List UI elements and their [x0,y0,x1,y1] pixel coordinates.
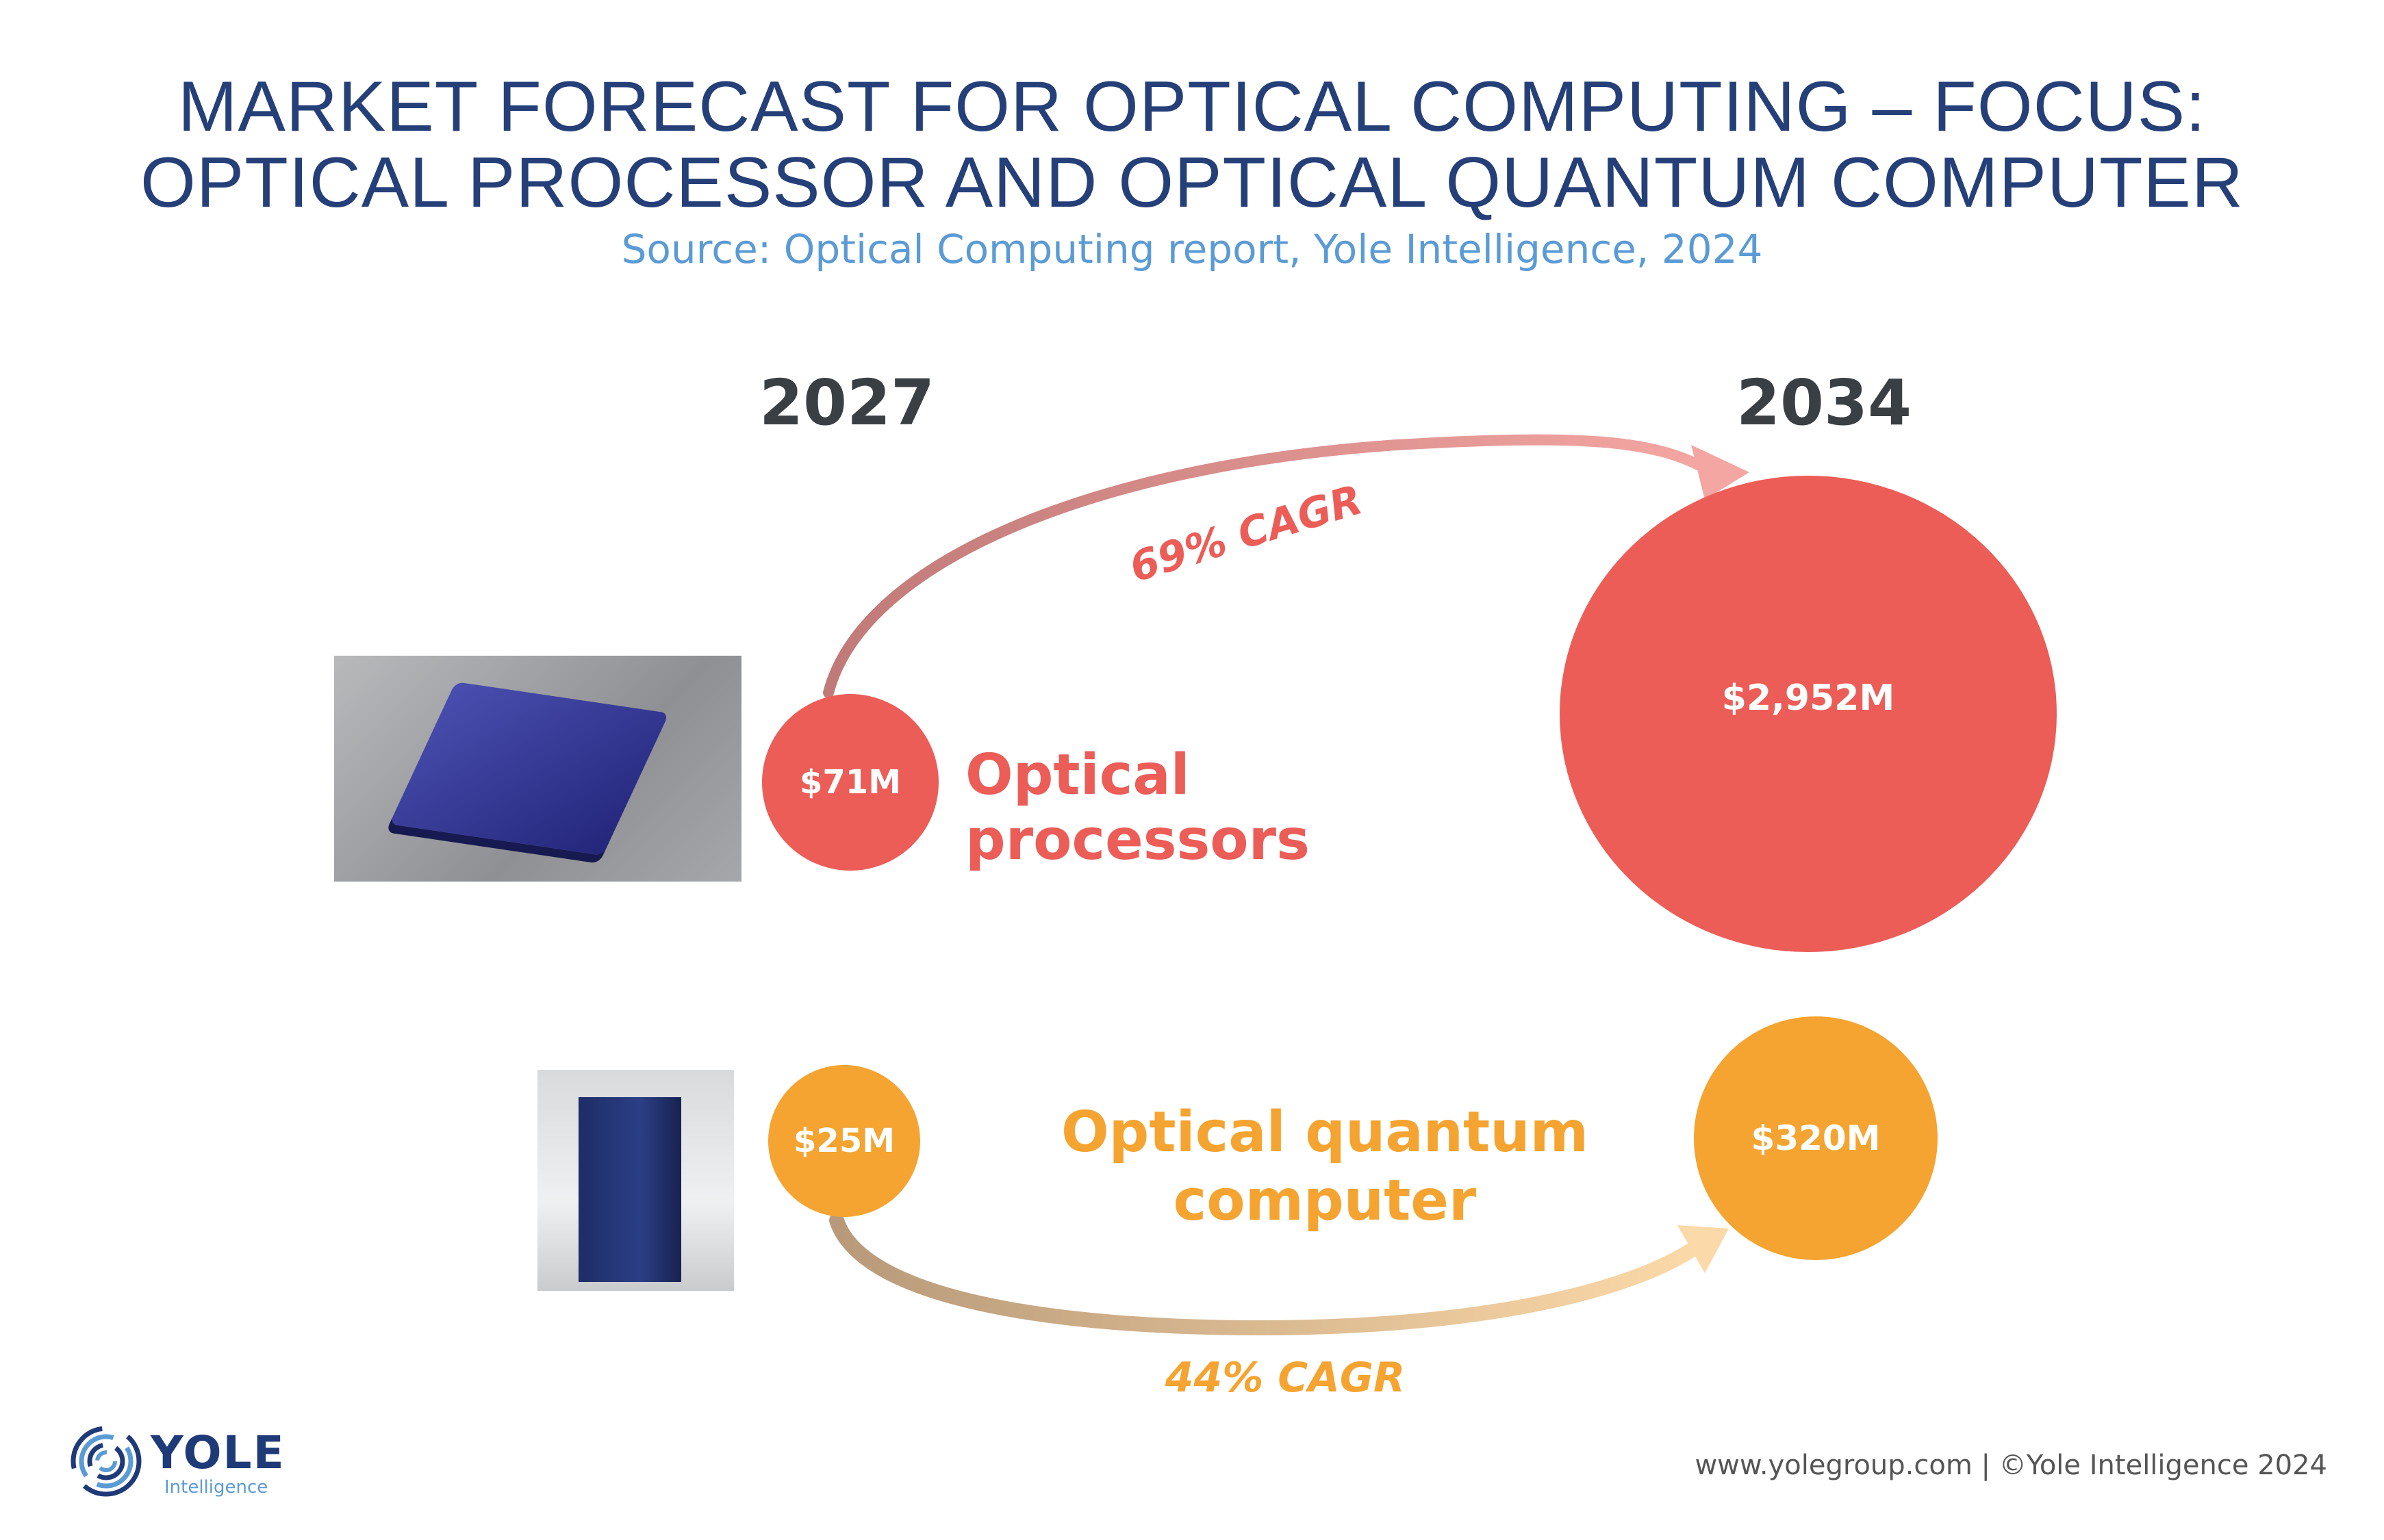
yole-rings-icon [71,1426,142,1497]
logo-sub: Intelligence [164,1477,268,1498]
title-line-1: MARKET FORECAST FOR OPTICAL COMPUTING – … [177,67,2207,146]
processor-arrow-head [1691,445,1749,500]
source-note: Source: Optical Computing report, Yole I… [621,226,1763,272]
quantum-2027-bubble: $25M [768,1065,920,1217]
quantum-label-line-1: Optical quantum [1061,1100,1589,1165]
optical-quantum-computer-photo [537,1070,734,1291]
yole-logo: YOLE Intelligence [68,1424,294,1499]
title-line-2: OPTICAL PROCESSOR AND OPTICAL QUANTUM CO… [140,143,2244,222]
quantum-growth-arrow [829,1213,1705,1336]
logo-brand: YOLE [151,1426,286,1479]
quantum-arrow-head [1677,1225,1729,1273]
optical-processor-photo [334,656,741,882]
year-2027: 2027 [759,366,935,439]
quantum-2034-value: $320M [1751,1118,1881,1158]
quantum-label-line-2: computer [1173,1168,1477,1233]
processor-2027-value: $71M [800,763,901,801]
quantum-2027-value: $25M [794,1122,895,1160]
year-2034: 2034 [1736,366,1912,439]
processor-2034-bubble: $2,952M [1560,476,2057,952]
quantum-cagr: 44% CAGR [1165,1354,1406,1402]
footer-credit: www.yolegroup.com | ©Yole Intelligence 2… [1695,1450,2327,1481]
quantum-2034-bubble: $320M [1694,1016,1938,1260]
processor-2027-bubble: $71M [762,694,939,871]
quantum-label: Optical quantum computer [1027,1099,1623,1235]
processor-label: Optical processors [965,743,1310,873]
processor-2034-value: $2,952M [1721,678,1895,719]
processor-growth-arrow [823,434,1717,698]
